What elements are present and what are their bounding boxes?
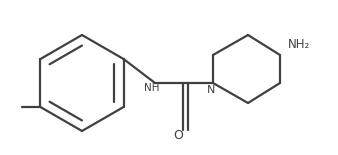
Text: NH₂: NH₂ [288,38,310,51]
Text: NH: NH [144,83,160,93]
Text: N: N [207,85,215,95]
Text: O: O [173,129,183,142]
